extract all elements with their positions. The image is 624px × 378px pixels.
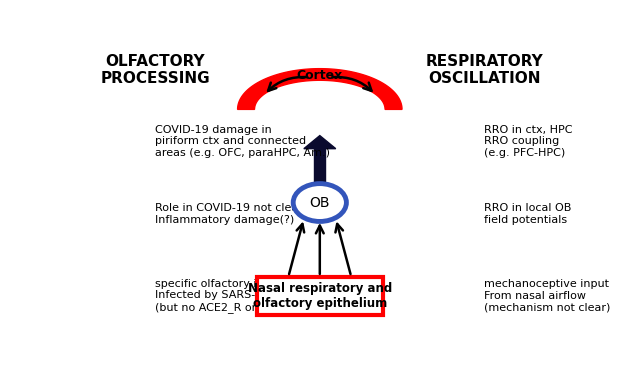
Text: specific olfactory input
Infected by SARS-COV2
(but no ACE2_R on OSNs): specific olfactory input Infected by SAR… <box>155 279 297 313</box>
Polygon shape <box>238 69 402 109</box>
Text: Cortex: Cortex <box>296 68 343 82</box>
Text: Nasal respiratory and
olfactory epithelium: Nasal respiratory and olfactory epitheli… <box>248 282 392 310</box>
Text: RRO in local OB
field potentials: RRO in local OB field potentials <box>484 203 572 225</box>
Polygon shape <box>304 136 336 149</box>
Text: OB: OB <box>310 195 330 209</box>
Text: OLFACTORY
PROCESSING: OLFACTORY PROCESSING <box>100 54 210 87</box>
Text: RRO in ctx, HPC
RRO coupling
(e.g. PFC-HPC): RRO in ctx, HPC RRO coupling (e.g. PFC-H… <box>484 125 573 158</box>
Bar <box>314 146 325 184</box>
Text: RESPIRATORY
OSCILLATION: RESPIRATORY OSCILLATION <box>426 54 543 87</box>
Text: mechanoceptive input
From nasal airflow
(mechanism not clear): mechanoceptive input From nasal airflow … <box>484 279 611 312</box>
Text: Role in COVID-19 not clear
Inflammatory damage(?): Role in COVID-19 not clear Inflammatory … <box>155 203 303 225</box>
Text: COVID-19 damage in
piriform ctx and connected
areas (e.g. OFC, paraHPC, Am.): COVID-19 damage in piriform ctx and conn… <box>155 125 330 158</box>
FancyBboxPatch shape <box>257 277 383 314</box>
Ellipse shape <box>293 184 346 222</box>
